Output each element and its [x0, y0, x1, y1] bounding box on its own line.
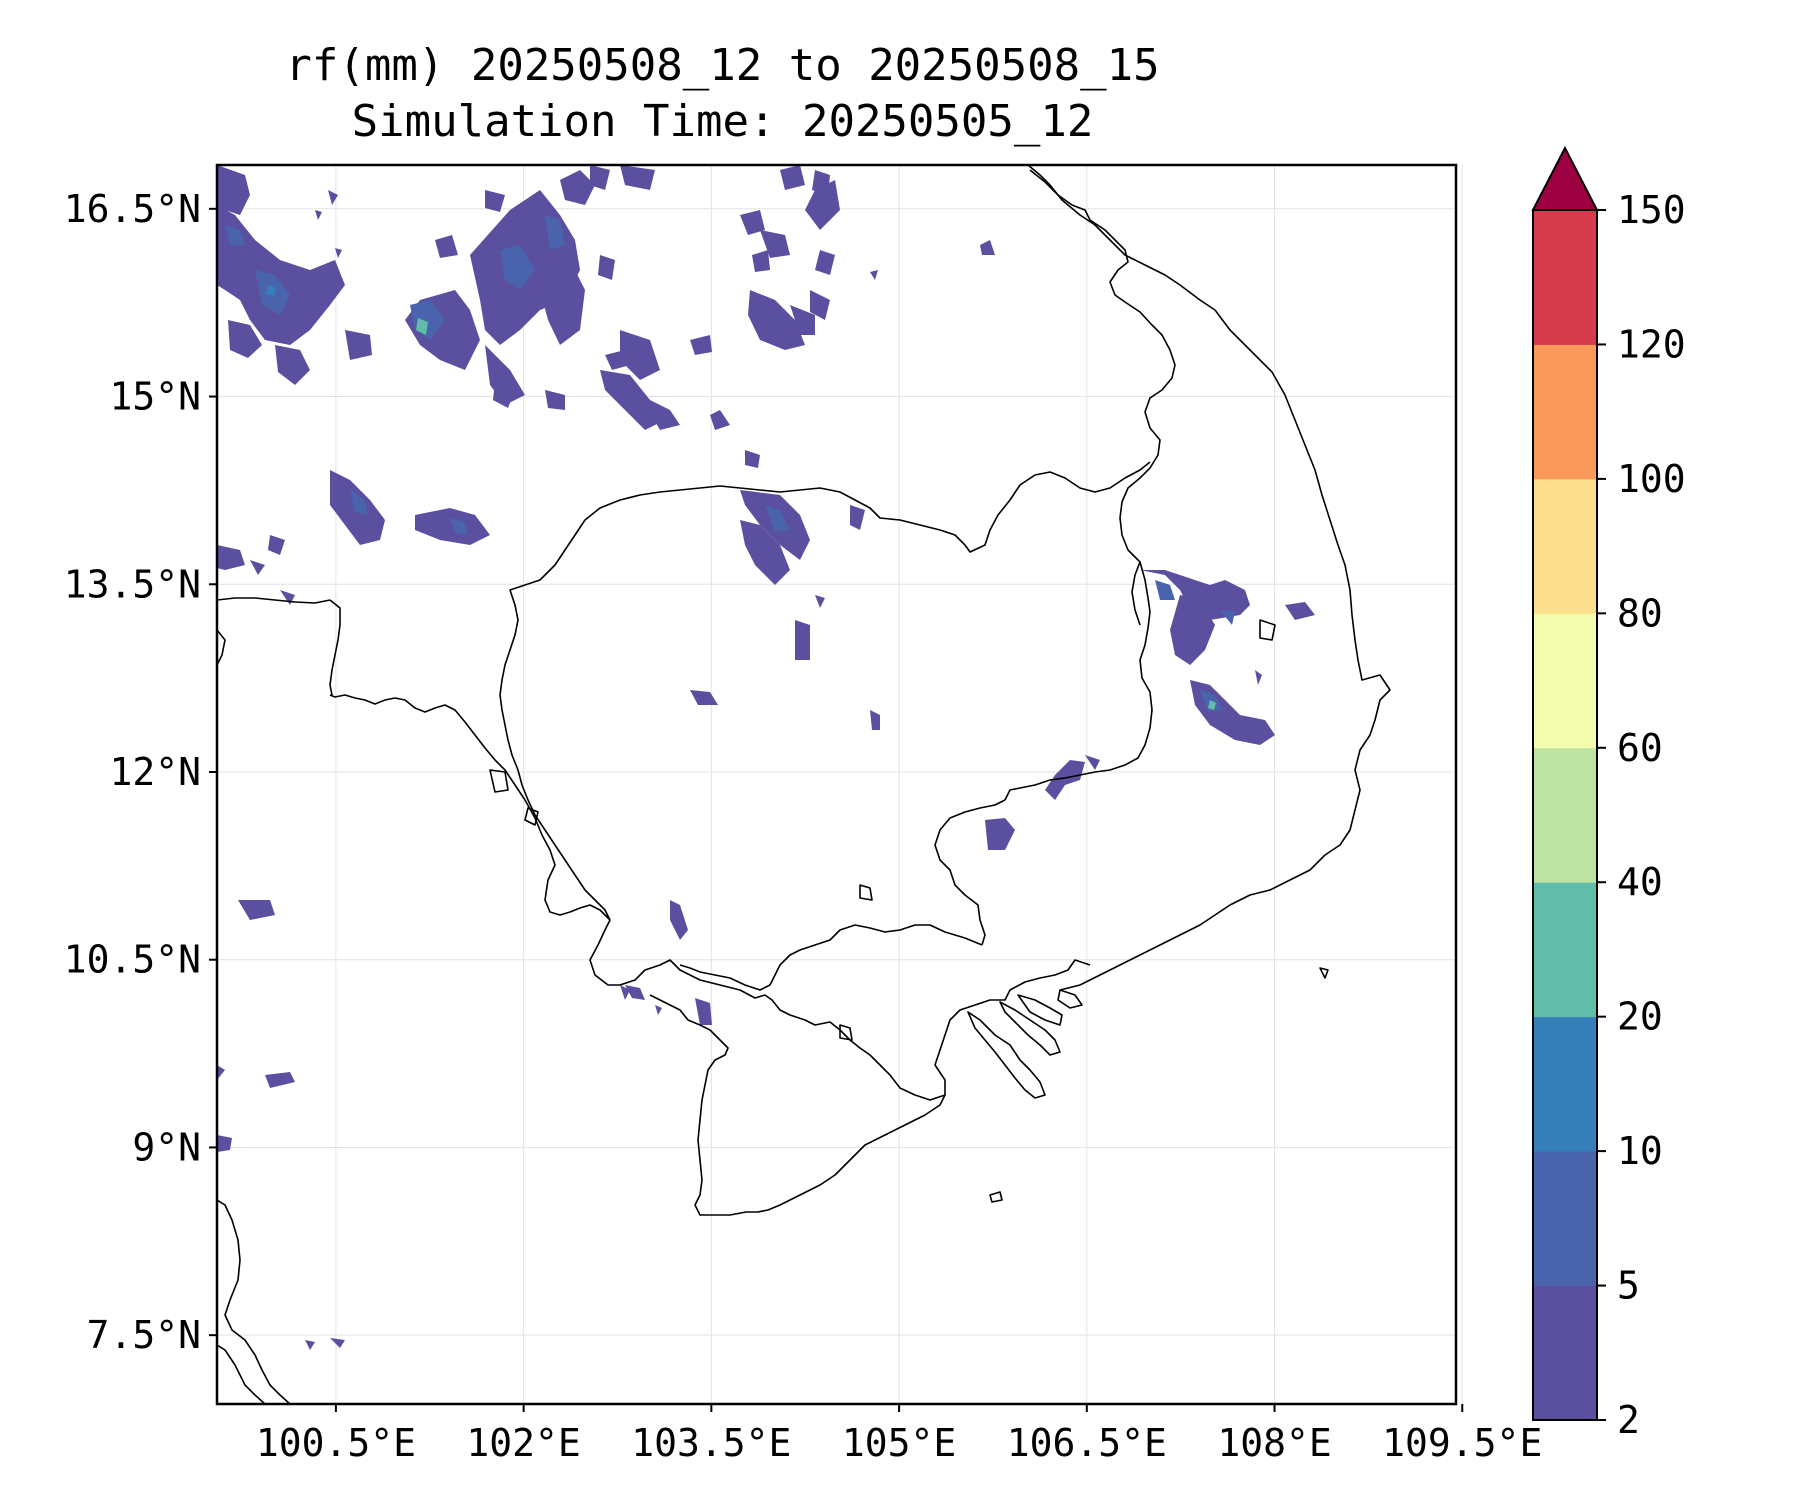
longitude-tick-labels: 100.5°E 102°E 103.5°E 105°E 106.5°E 108°E 109.…: [256, 1404, 1542, 1465]
colorbar-tick-label: 80: [1617, 591, 1663, 635]
y-tick-label: 13.5°N: [64, 562, 201, 606]
colorbar-tick-label: 120: [1617, 322, 1686, 366]
colorbar-bin: [1533, 1016, 1597, 1152]
colorbar-tick-label: 40: [1617, 860, 1663, 904]
coastlines-and-borders: [217, 165, 1391, 1404]
colorbar-bin: [1533, 210, 1597, 345]
colorbar-tick-label: 2: [1617, 1398, 1640, 1442]
map-title-line2: Simulation Time: 20250505_12: [351, 96, 1094, 147]
rainfall-10-40mm-areas: [266, 285, 1216, 710]
map-panel: 100.5°E 102°E 103.5°E 105°E 106.5°E 108°E 109.…: [64, 163, 1542, 1465]
colorbar-bin: [1533, 1285, 1597, 1421]
rainfall-2-5mm-areas: [217, 165, 1315, 1350]
colorbar-tick-label: 60: [1617, 726, 1663, 770]
map-background: [217, 165, 1456, 1404]
colorbar-tick-label: 20: [1617, 995, 1663, 1039]
map-frame: [215, 163, 1458, 1406]
colorbar-bin: [1533, 613, 1597, 749]
y-tick-label: 10.5°N: [64, 938, 201, 982]
colorbar-tick-label: 100: [1617, 457, 1686, 501]
y-tick-label: 7.5°N: [87, 1313, 201, 1357]
y-tick-label: 15°N: [109, 375, 201, 419]
y-tick-label: 9°N: [132, 1125, 201, 1169]
x-tick-label: 105°E: [842, 1421, 956, 1465]
x-tick-label: 106.5°E: [1007, 1421, 1167, 1465]
x-tick-label: 102°E: [466, 1421, 580, 1465]
colorbar-bin: [1533, 882, 1597, 1018]
latitude-tick-labels: 16.5°N 15°N 13.5°N 12°N 10.5°N 9°N 7.5°N: [64, 187, 217, 1357]
y-tick-label: 16.5°N: [64, 187, 201, 231]
x-tick-label: 100.5°E: [256, 1421, 416, 1465]
y-tick-label: 12°N: [109, 750, 201, 794]
x-tick-label: 108°E: [1217, 1421, 1331, 1465]
rainfall-colorbar: 2 5 10 20 40 60 80 100 120 150: [1531, 145, 1686, 1442]
x-tick-label: 103.5°E: [631, 1421, 791, 1465]
colorbar-frame: [1532, 209, 1598, 1421]
colorbar-tick-label: 10: [1617, 1129, 1663, 1173]
colorbar-bin: [1533, 478, 1597, 614]
colorbar-tick-label: 150: [1617, 188, 1686, 232]
map-title-line1: rf(mm) 20250508_12 to 20250508_15: [285, 40, 1160, 91]
x-tick-label: 109.5°E: [1382, 1421, 1542, 1465]
colorbar-tick-label: 5: [1617, 1264, 1640, 1308]
colorbar-bin: [1533, 1151, 1597, 1287]
colorbar-extend-arrow: [1531, 145, 1599, 211]
colorbar-bin: [1533, 344, 1597, 480]
colorbar-bin: [1533, 747, 1597, 883]
